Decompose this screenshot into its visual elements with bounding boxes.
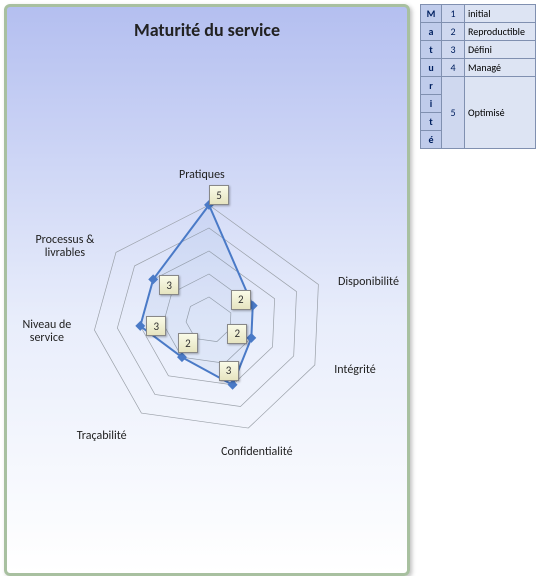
legend-header-letter: r xyxy=(421,77,442,95)
value-badge: 3 xyxy=(159,275,179,295)
legend-level-num: 5 xyxy=(442,77,465,149)
legend-level-label: initial xyxy=(465,5,536,23)
legend-header-letter: a xyxy=(421,23,442,41)
legend-header-letter: i xyxy=(421,95,442,113)
legend-header-letter: t xyxy=(421,41,442,59)
legend-body: M1initiala2Reproductiblet3Définiu4Managé… xyxy=(421,5,536,149)
value-badge: 5 xyxy=(209,185,229,205)
legend-level-num: 1 xyxy=(442,5,465,23)
radar-chart xyxy=(7,7,407,573)
legend-header-letter: u xyxy=(421,59,442,77)
value-badge: 3 xyxy=(146,316,166,336)
legend-level-label: Reproductible xyxy=(465,23,536,41)
legend-level-num: 2 xyxy=(442,23,465,41)
legend-level-label: Défini xyxy=(465,41,536,59)
legend-header-letter: é xyxy=(421,131,442,149)
chart-panel: Maturité du service Pratiques5Disponibil… xyxy=(4,4,410,576)
legend-level-num: 4 xyxy=(442,59,465,77)
value-badge: 2 xyxy=(227,324,247,344)
legend-table: M1initiala2Reproductiblet3Définiu4Managé… xyxy=(420,4,536,149)
value-badge: 3 xyxy=(219,361,239,381)
legend-level-label: Optimisé xyxy=(465,77,536,149)
value-badge: 2 xyxy=(231,290,251,310)
legend-header-letter: t xyxy=(421,113,442,131)
legend-header-letter: M xyxy=(421,5,442,23)
legend-level-num: 3 xyxy=(442,41,465,59)
legend-level-label: Managé xyxy=(465,59,536,77)
value-badge: 2 xyxy=(178,333,198,353)
